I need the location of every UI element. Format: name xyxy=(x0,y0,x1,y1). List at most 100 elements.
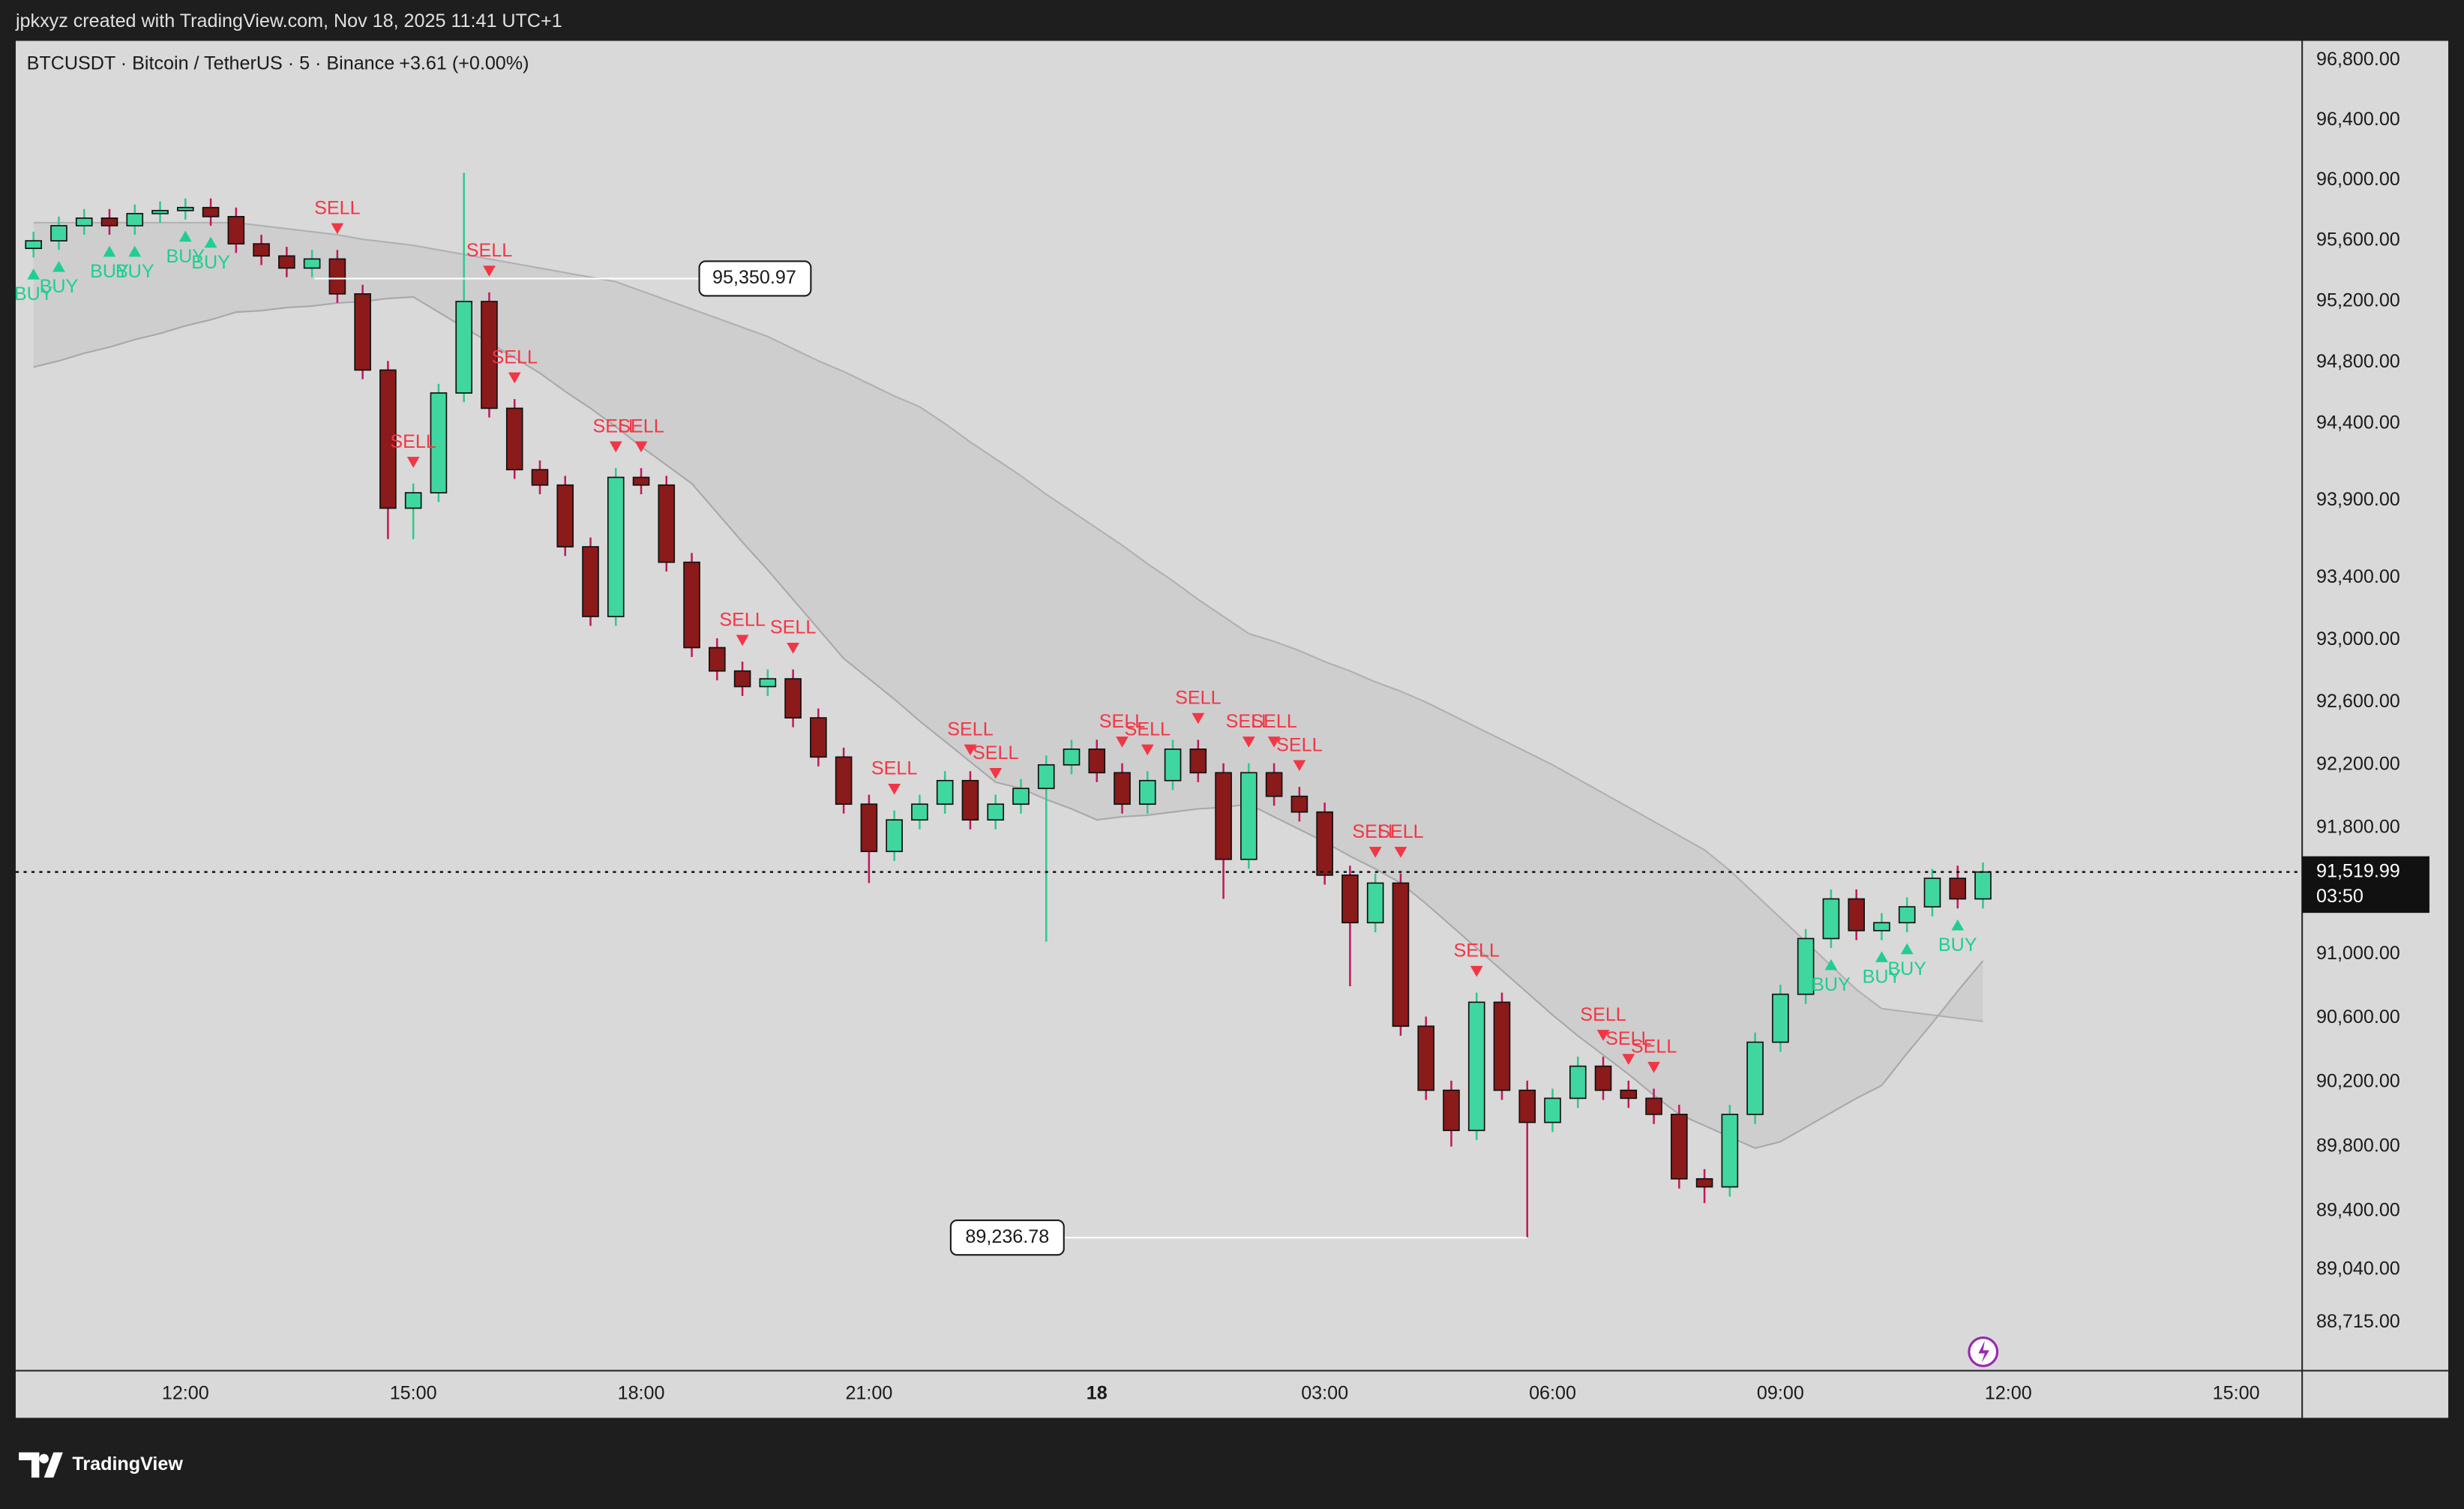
candle-body xyxy=(1898,906,1916,924)
candle-body xyxy=(987,803,1005,821)
candle-body xyxy=(1290,795,1308,813)
x-tick-label: 18 xyxy=(1087,1383,1108,1404)
candle-body xyxy=(1518,1089,1536,1124)
candle-body xyxy=(1164,748,1182,782)
sell-label: SELL xyxy=(1453,940,1499,962)
last-price-label: 91,519.99 xyxy=(2316,860,2400,881)
countdown: 03:50 xyxy=(2316,886,2364,907)
sell-label: SELL xyxy=(1251,711,1296,732)
sell-label: SELL xyxy=(1175,688,1221,709)
candle-body xyxy=(404,492,422,509)
sell-marker xyxy=(787,642,799,654)
candle-body xyxy=(1467,1001,1485,1132)
buy-label: BUY xyxy=(90,261,129,282)
sell-marker xyxy=(609,441,622,453)
candle-body xyxy=(886,819,903,853)
sell-label: SELL xyxy=(1580,1004,1626,1025)
candle-body xyxy=(1215,772,1232,860)
y-tick-label: 88,715.00 xyxy=(2316,1311,2400,1332)
time-axis xyxy=(15,1370,2303,1418)
candle-body xyxy=(1645,1097,1662,1115)
buy-label: BUY xyxy=(14,284,53,304)
y-tick-label: 91,800.00 xyxy=(2316,816,2400,837)
sell-label: SELL xyxy=(593,416,639,436)
candle-body xyxy=(1417,1025,1435,1091)
last-price-box xyxy=(2302,856,2430,914)
symbol-title: BTCUSDT · Bitcoin / TetherUS · 5 · Binan… xyxy=(27,53,395,74)
buy-label: BUY xyxy=(40,276,79,297)
y-tick-label: 95,600.00 xyxy=(2316,230,2400,250)
y-tick-label: 96,800.00 xyxy=(2316,49,2400,70)
candle-body xyxy=(1620,1089,1638,1100)
sell-marker xyxy=(1141,744,1154,756)
candle-body xyxy=(961,779,979,821)
logo xyxy=(19,1452,63,1478)
candle-body xyxy=(100,217,118,226)
candle-body xyxy=(328,258,346,295)
band-area xyxy=(33,222,1983,1148)
y-tick-label: 94,800.00 xyxy=(2316,351,2400,372)
alert-bolt xyxy=(1978,1340,1990,1364)
candle-body xyxy=(1822,898,1840,940)
sell-marker xyxy=(634,441,648,453)
candle-body xyxy=(151,209,169,214)
sell-marker xyxy=(736,634,749,646)
sell-marker xyxy=(1647,1061,1660,1073)
candle-body xyxy=(1746,1041,1764,1115)
sell-marker xyxy=(1116,736,1129,748)
candle-body xyxy=(50,225,67,242)
x-tick-label: 15:00 xyxy=(390,1383,437,1404)
sell-marker xyxy=(1267,736,1281,748)
sell-marker xyxy=(1622,1054,1635,1065)
buy-marker xyxy=(1900,943,1914,955)
candle-body xyxy=(1114,772,1131,806)
candle-body xyxy=(1012,788,1030,806)
sell-marker xyxy=(964,744,977,756)
candle-body xyxy=(126,212,144,226)
sell-label: SELL xyxy=(314,197,360,218)
candle-body xyxy=(1949,878,1967,900)
candle-body xyxy=(202,206,220,218)
x-tick-label: 09:00 xyxy=(1757,1383,1804,1404)
candle-body xyxy=(1797,938,1815,995)
candle-body xyxy=(481,301,498,410)
candle-body xyxy=(75,217,93,226)
sell-label: SELL xyxy=(947,718,993,740)
candle-body xyxy=(835,756,853,806)
candle-body xyxy=(1189,748,1207,774)
candle-body xyxy=(227,215,245,244)
candle-body xyxy=(25,240,43,250)
buy-marker xyxy=(103,245,116,257)
y-tick-label: 95,200.00 xyxy=(2316,290,2400,311)
y-tick-label: 96,000.00 xyxy=(2316,169,2400,190)
candle-body xyxy=(505,407,523,471)
candle-body xyxy=(556,484,574,548)
buy-marker xyxy=(1875,951,1888,962)
buy-marker xyxy=(1951,919,1965,931)
candle-body xyxy=(911,803,928,821)
sell-label: SELL xyxy=(390,431,436,452)
sell-marker xyxy=(1293,760,1306,772)
sell-marker xyxy=(1394,847,1407,858)
sell-label: SELL xyxy=(1276,734,1322,755)
sell-label: SELL xyxy=(618,416,664,436)
buy-label: BUY xyxy=(1863,966,1902,987)
price-change: +3.61 (+0.00%) xyxy=(399,53,529,74)
candle-body xyxy=(1088,748,1106,774)
y-tick-label: 89,800.00 xyxy=(2316,1135,2400,1156)
logo-mark xyxy=(19,1452,63,1478)
candle-body xyxy=(1392,882,1410,1028)
y-tick-label: 90,200.00 xyxy=(2316,1071,2400,1092)
sell-marker xyxy=(1596,1030,1610,1041)
sell-label: SELL xyxy=(719,609,765,630)
buy-label: BUY xyxy=(166,246,205,267)
candle-body xyxy=(1366,882,1384,924)
y-tick-label: 89,040.00 xyxy=(2316,1258,2400,1279)
y-tick-label: 92,200.00 xyxy=(2316,753,2400,774)
buy-marker xyxy=(178,230,192,242)
brand: TradingView xyxy=(72,1454,183,1474)
candle-body xyxy=(733,670,751,688)
candle-body xyxy=(1063,748,1081,766)
sell-label: SELL xyxy=(1377,821,1423,842)
